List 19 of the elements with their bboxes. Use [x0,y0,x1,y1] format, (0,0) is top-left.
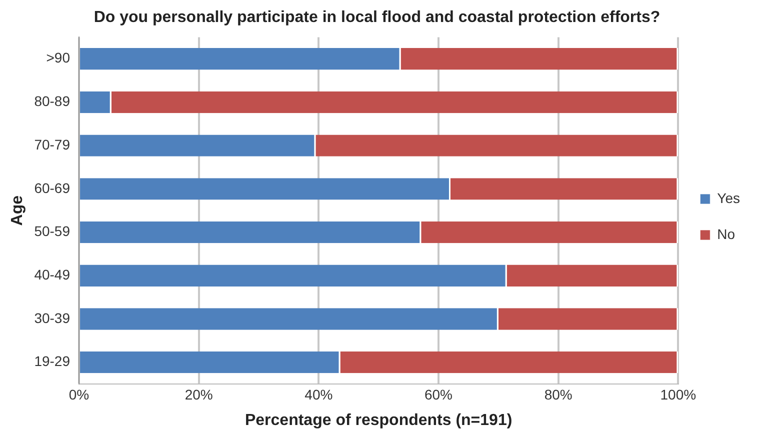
y-tick-label: >90 [46,50,70,66]
y-tick-label: 30-39 [34,310,70,326]
y-tick-label: 70-79 [34,136,70,152]
y-tick-label: 60-69 [34,180,70,196]
x-tick-label: 20% [184,386,213,402]
x-axis-title: Percentage of respondents (n=191) [244,412,512,429]
x-tick-label: 60% [424,386,453,402]
y-tick-label: 40-49 [34,266,70,282]
x-tick-label: 80% [544,386,572,402]
y-tick-label: 80-89 [34,93,70,110]
x-tick-label: 40% [304,386,333,402]
chart-title: Do you personally participate in local flood and coastal protection efforts? [94,9,660,26]
x-tick-label: 0% [68,386,90,402]
y-tick-label: 19-29 [34,353,70,370]
x-tick-label: 100% [660,386,696,402]
y-tick-label: 50-59 [34,223,70,240]
legend-label: Yes [717,190,740,206]
legend-label: No [717,226,736,242]
y-axis-title: Age [9,195,26,226]
